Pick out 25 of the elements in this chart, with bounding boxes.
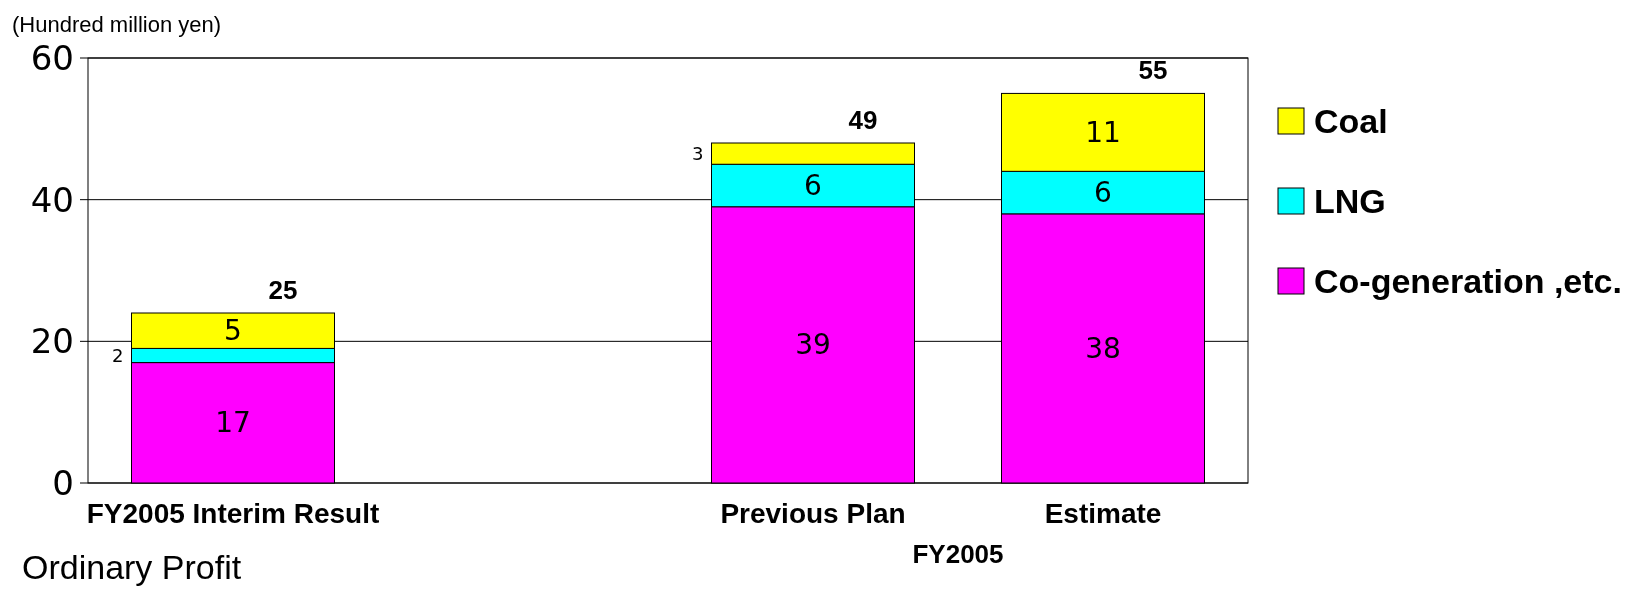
total-label: 25 [268,275,298,305]
legend-label: Co-generation ,etc. [1314,262,1622,300]
x-tick-label: Estimate [1044,498,1162,529]
y-tick-label: 60 [30,38,74,78]
data-label: 38 [1085,331,1121,365]
y-tick-label: 40 [30,179,74,220]
data-label: 17 [215,406,251,440]
text: FY2005 [912,539,1004,569]
data-label: 39 [795,328,831,362]
text: Ordinary Profit [22,548,242,586]
data-label: 6 [1094,176,1112,210]
total-label: 55 [1138,55,1168,86]
data-label: 2 [112,345,124,366]
legend-label: Coal [1314,102,1388,140]
x-tick-label: FY2005 Interim Result [86,498,380,529]
y-tick-label: 20 [30,321,74,362]
y-axis-title: (Hundred million yen) [12,12,222,37]
data-label: 11 [1085,115,1121,149]
x-tick-label: Previous Plan [720,498,906,529]
legend-label: LNG [1314,182,1386,220]
data-label: 5 [224,314,242,348]
y-tick-label: 0 [52,463,74,503]
data-label: 3 [692,143,704,165]
data-label: 6 [804,169,822,202]
total-label: 49 [848,105,878,135]
